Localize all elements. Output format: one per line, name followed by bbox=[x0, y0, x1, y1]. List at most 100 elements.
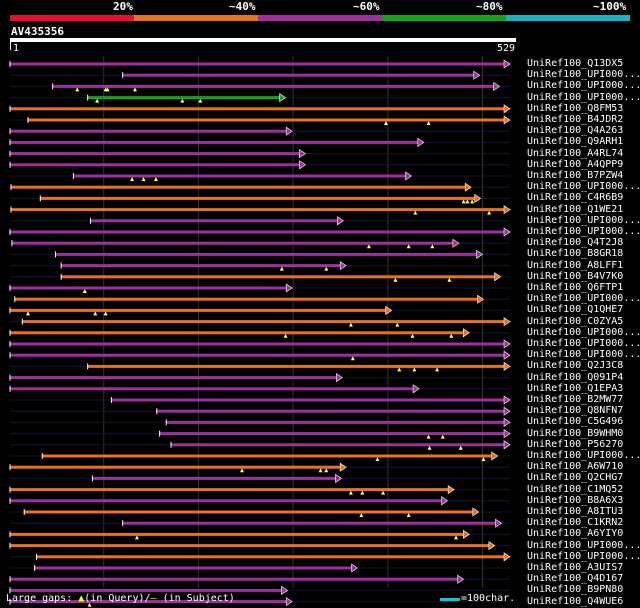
hit-bar[interactable] bbox=[10, 532, 465, 536]
hit-bar[interactable] bbox=[10, 600, 288, 604]
hit-label[interactable]: UniRef100_B7PZW4 bbox=[527, 170, 624, 181]
hit-bar[interactable] bbox=[10, 353, 505, 357]
hit-bar[interactable] bbox=[159, 432, 505, 436]
hit-label[interactable]: UniRef100_B9WHM0 bbox=[527, 427, 624, 439]
hit-label[interactable]: UniRef100_Q4WUE6 bbox=[527, 595, 624, 607]
hit-label[interactable]: UniRef100_UPI000... bbox=[527, 550, 640, 562]
hit-bar[interactable] bbox=[87, 364, 505, 368]
hit-bar[interactable] bbox=[73, 174, 407, 178]
hit-bar[interactable] bbox=[92, 476, 337, 480]
hit-label[interactable]: UniRef100_UPI000... bbox=[527, 226, 640, 237]
hit-label[interactable]: UniRef100_UPI000... bbox=[527, 338, 640, 349]
hit-label[interactable]: UniRef100_UPI000... bbox=[527, 326, 640, 338]
hit-label[interactable]: UniRef100_A8ITU3 bbox=[527, 506, 624, 517]
hit-label[interactable]: UniRef100_UPI000... bbox=[527, 539, 640, 551]
hit-bar[interactable] bbox=[10, 376, 338, 380]
hit-bar[interactable] bbox=[36, 555, 506, 559]
hit-label[interactable]: UniRef100_Q4A263 bbox=[527, 125, 624, 137]
hit-label[interactable]: UniRef100_Q4D167 bbox=[527, 573, 624, 585]
hit-label[interactable]: UniRef100_C1MQ52 bbox=[527, 483, 624, 495]
hit-bar[interactable] bbox=[61, 264, 342, 268]
hit-label[interactable]: UniRef100_B9PN80 bbox=[527, 584, 624, 596]
hit-bar[interactable] bbox=[10, 140, 419, 144]
hit-label[interactable]: UniRef100_UPI000... bbox=[527, 80, 640, 92]
hit-label[interactable]: UniRef100_A4QPP9 bbox=[527, 158, 624, 170]
hit-bar[interactable] bbox=[14, 297, 479, 301]
hit-label[interactable]: UniRef100_C5G496 bbox=[527, 416, 624, 428]
hit-label[interactable]: UniRef100_Q6FTP1 bbox=[527, 282, 624, 293]
hit-label[interactable]: UniRef100_UPI000... bbox=[527, 349, 640, 361]
hit-label[interactable]: UniRef100_UPI000... bbox=[527, 450, 640, 461]
hit-bar[interactable] bbox=[10, 208, 506, 212]
hit-label[interactable]: UniRef100_C1KRN2 bbox=[527, 517, 624, 529]
hit-bar[interactable] bbox=[10, 465, 342, 469]
hit-label[interactable]: UniRef100_A4RL74 bbox=[527, 147, 624, 159]
hit-bar[interactable] bbox=[10, 488, 450, 492]
hit-bar[interactable] bbox=[122, 73, 475, 77]
hit-bar[interactable] bbox=[10, 331, 465, 335]
hit-bar[interactable] bbox=[156, 409, 505, 413]
hit-label[interactable]: UniRef100_B8A6X3 bbox=[527, 494, 624, 506]
hit-bar[interactable] bbox=[10, 163, 301, 167]
hit-label[interactable]: UniRef100_Q8FM53 bbox=[527, 102, 624, 114]
hit-label[interactable]: UniRef100_Q9ARH1 bbox=[527, 136, 624, 148]
hit-label[interactable]: UniRef100_Q091P4 bbox=[527, 371, 624, 383]
hit-bar[interactable] bbox=[10, 308, 387, 312]
hit-bar[interactable] bbox=[55, 252, 478, 256]
hit-bar[interactable] bbox=[22, 320, 505, 324]
hit-bar[interactable] bbox=[10, 230, 505, 234]
hit-label[interactable]: UniRef100_P56270 bbox=[527, 438, 624, 450]
hit-label[interactable]: UniRef100_A6YIY0 bbox=[527, 528, 624, 540]
hit-bar[interactable] bbox=[90, 219, 339, 223]
hit-bar[interactable] bbox=[27, 118, 505, 122]
hit-bar[interactable] bbox=[42, 454, 493, 458]
hit-bar[interactable] bbox=[10, 185, 467, 189]
hit-label[interactable]: UniRef100_B2MW77 bbox=[527, 394, 624, 405]
hit-label[interactable]: UniRef100_Q2J3C8 bbox=[527, 360, 624, 372]
hit-label[interactable]: UniRef100_A6W710 bbox=[527, 461, 624, 473]
hit-bar[interactable] bbox=[52, 84, 495, 88]
hit-bar[interactable] bbox=[87, 96, 281, 100]
hit-bar[interactable] bbox=[34, 566, 353, 570]
hit-label[interactable]: UniRef100_B4JDR2 bbox=[527, 114, 624, 125]
hit-label[interactable]: UniRef100_Q8NFN7 bbox=[527, 405, 624, 417]
hit-label[interactable]: UniRef100_Q1QHE7 bbox=[527, 304, 624, 316]
hit-bar[interactable] bbox=[10, 499, 443, 503]
hit-label[interactable]: UniRef100_UPI000... bbox=[527, 91, 640, 103]
hit-label[interactable]: UniRef100_C4R6B9 bbox=[527, 192, 624, 204]
hit-bar[interactable] bbox=[10, 107, 505, 111]
hit-bar[interactable] bbox=[24, 510, 474, 514]
hit-bar[interactable] bbox=[111, 398, 506, 402]
hit-label[interactable]: UniRef100_UPI000... bbox=[527, 181, 640, 193]
hit-bar[interactable] bbox=[10, 387, 415, 391]
hit-label[interactable]: UniRef100_Q1WE21 bbox=[527, 203, 624, 215]
hit-bar[interactable] bbox=[122, 521, 497, 525]
hit-label[interactable]: UniRef100_Q13DX5 bbox=[527, 58, 624, 69]
hit-label[interactable]: UniRef100_UPI000... bbox=[527, 293, 640, 305]
hit-bar[interactable] bbox=[61, 275, 496, 279]
hit-bar[interactable] bbox=[10, 129, 288, 133]
hit-bar[interactable] bbox=[11, 241, 454, 245]
query-gap-marker bbox=[461, 199, 466, 204]
hit-label[interactable]: UniRef100_Q2CHG7 bbox=[527, 472, 624, 484]
hit-label[interactable]: UniRef100_Q4T2J8 bbox=[527, 237, 624, 249]
hit-bar[interactable] bbox=[10, 342, 505, 346]
hit-bar[interactable] bbox=[10, 577, 459, 581]
hit-bar[interactable] bbox=[10, 544, 490, 548]
hit-bar[interactable] bbox=[40, 196, 476, 200]
hit-label[interactable]: UniRef100_A8LFF1 bbox=[527, 259, 624, 271]
hit-label[interactable]: UniRef100_UPI000... bbox=[527, 214, 640, 226]
hit-bar[interactable] bbox=[10, 62, 505, 66]
hit-bar[interactable] bbox=[10, 152, 301, 156]
hit-label[interactable]: UniRef100_Q1EPA3 bbox=[527, 382, 624, 394]
hit-bar[interactable] bbox=[10, 286, 288, 290]
hit-label[interactable]: UniRef100_B4V7K0 bbox=[527, 270, 624, 282]
hit-label[interactable]: UniRef100_B8GR18 bbox=[527, 248, 624, 260]
hit-bar[interactable] bbox=[170, 443, 505, 447]
hit-label[interactable]: UniRef100_C0ZYA5 bbox=[527, 315, 624, 327]
hit-label[interactable]: UniRef100_A3UIS7 bbox=[527, 562, 624, 573]
hit-label[interactable]: UniRef100_UPI000... bbox=[527, 69, 640, 81]
hit-end-arrow bbox=[503, 552, 511, 562]
hit-bar[interactable] bbox=[166, 420, 505, 424]
hit-bar[interactable] bbox=[10, 588, 283, 592]
